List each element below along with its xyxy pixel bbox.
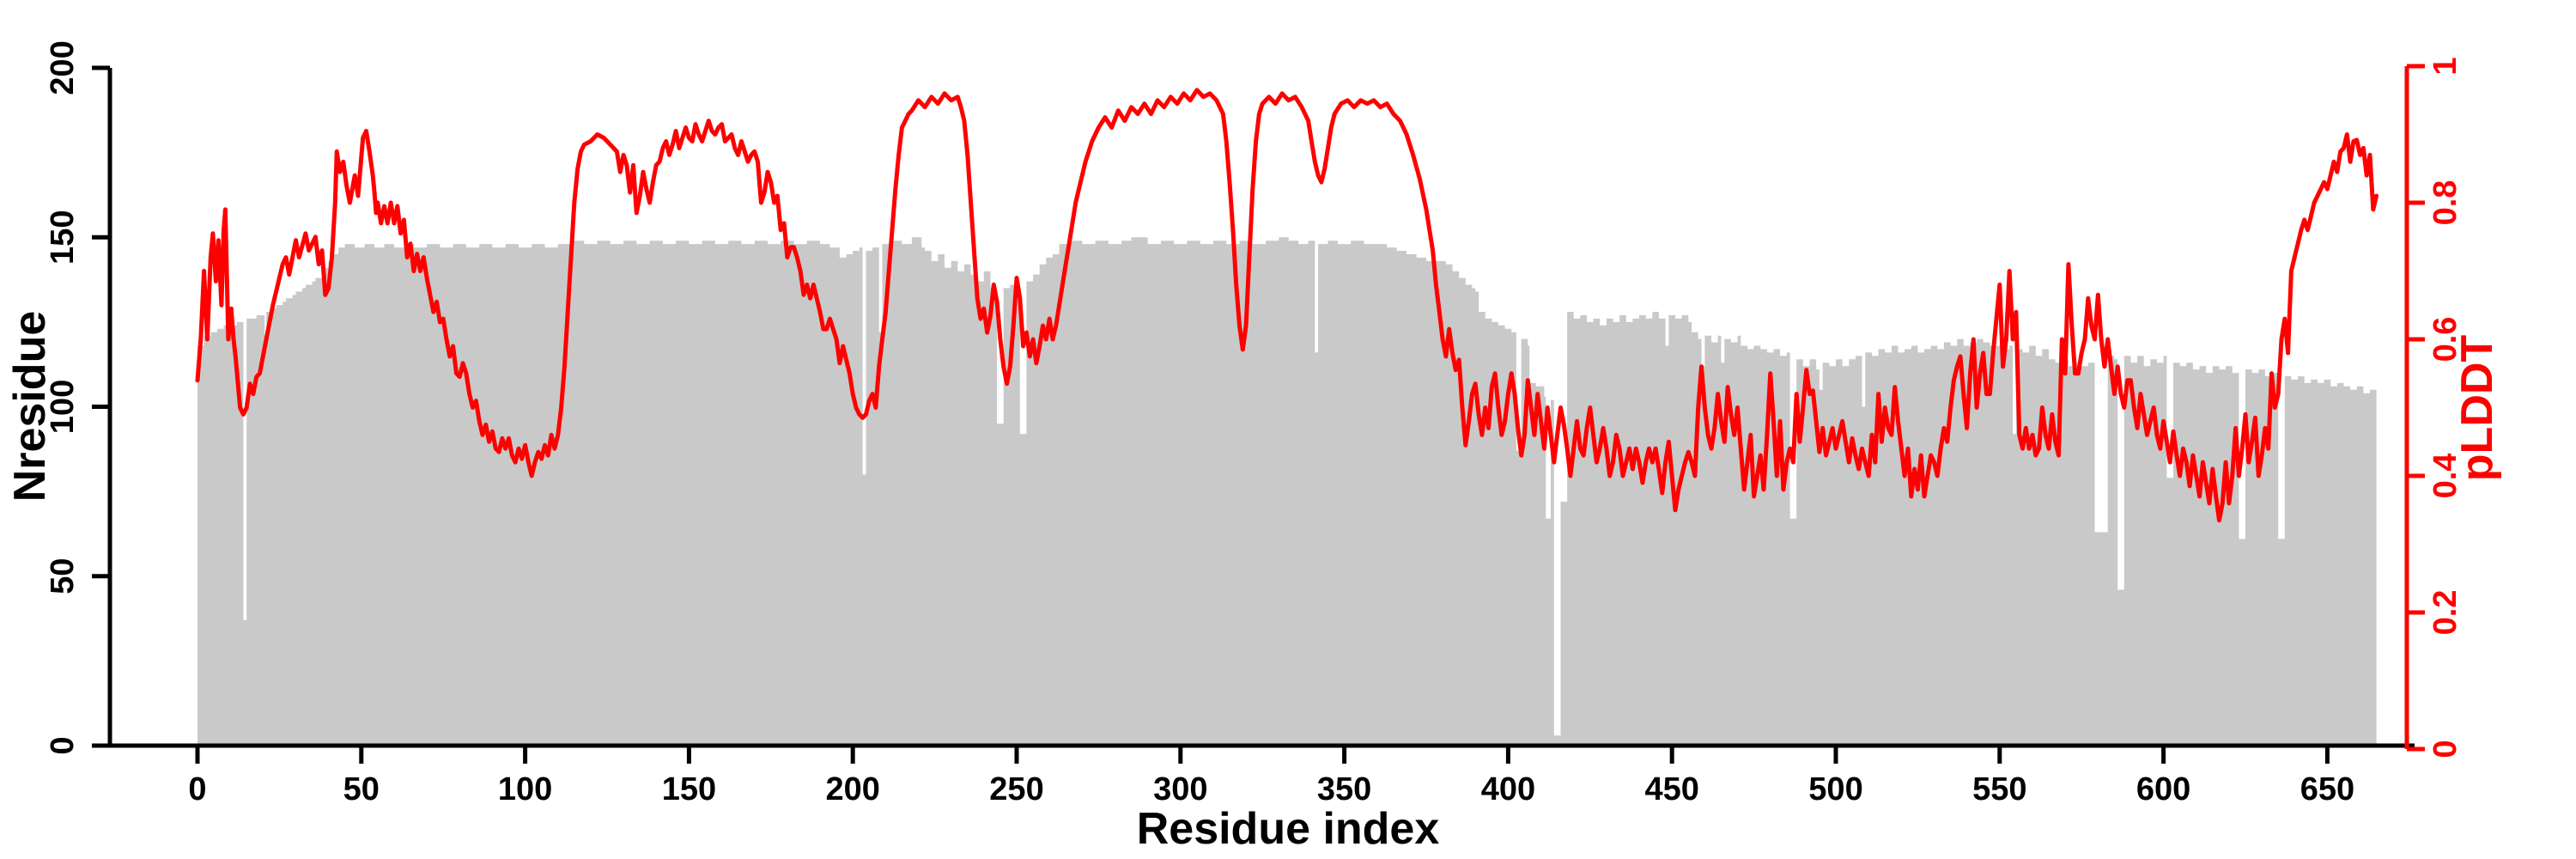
x-tick-label: 350 xyxy=(1317,771,1371,807)
left-tick-label: 150 xyxy=(45,210,81,265)
left-tick-label: 200 xyxy=(45,40,81,94)
right-tick-label: 1 xyxy=(2427,57,2464,75)
x-tick-label: 0 xyxy=(188,771,206,807)
left-axis-title: Nresidue xyxy=(5,311,55,503)
x-tick-label: 650 xyxy=(2300,771,2354,807)
x-tick-label: 150 xyxy=(662,771,716,807)
left-tick-label: 0 xyxy=(45,736,81,754)
x-tick-label: 550 xyxy=(1972,771,2026,807)
x-axis-title: Residue index xyxy=(1137,804,1440,854)
left-tick-label: 100 xyxy=(45,380,81,434)
right-tick-label: 0.6 xyxy=(2427,317,2464,362)
right-tick-label: 0 xyxy=(2427,740,2464,758)
x-tick-label: 500 xyxy=(1808,771,1862,807)
right-tick-label: 0.2 xyxy=(2427,590,2464,636)
plddt-line xyxy=(195,88,2379,523)
coverage-area xyxy=(197,237,2377,746)
x-tick-label: 300 xyxy=(1153,771,1207,807)
x-tick-label: 600 xyxy=(2136,771,2190,807)
x-tick-label: 100 xyxy=(498,771,552,807)
x-tick-label: 200 xyxy=(825,771,879,807)
right-axis-title: pLDDT xyxy=(2452,335,2502,482)
x-tick-label: 400 xyxy=(1481,771,1535,807)
right-tick-label: 0.8 xyxy=(2427,180,2464,226)
right-tick-label: 0.4 xyxy=(2427,454,2464,499)
x-tick-label: 450 xyxy=(1644,771,1698,807)
x-tick-label: 250 xyxy=(989,771,1043,807)
left-tick-label: 50 xyxy=(45,558,81,594)
x-tick-label: 50 xyxy=(343,771,380,807)
